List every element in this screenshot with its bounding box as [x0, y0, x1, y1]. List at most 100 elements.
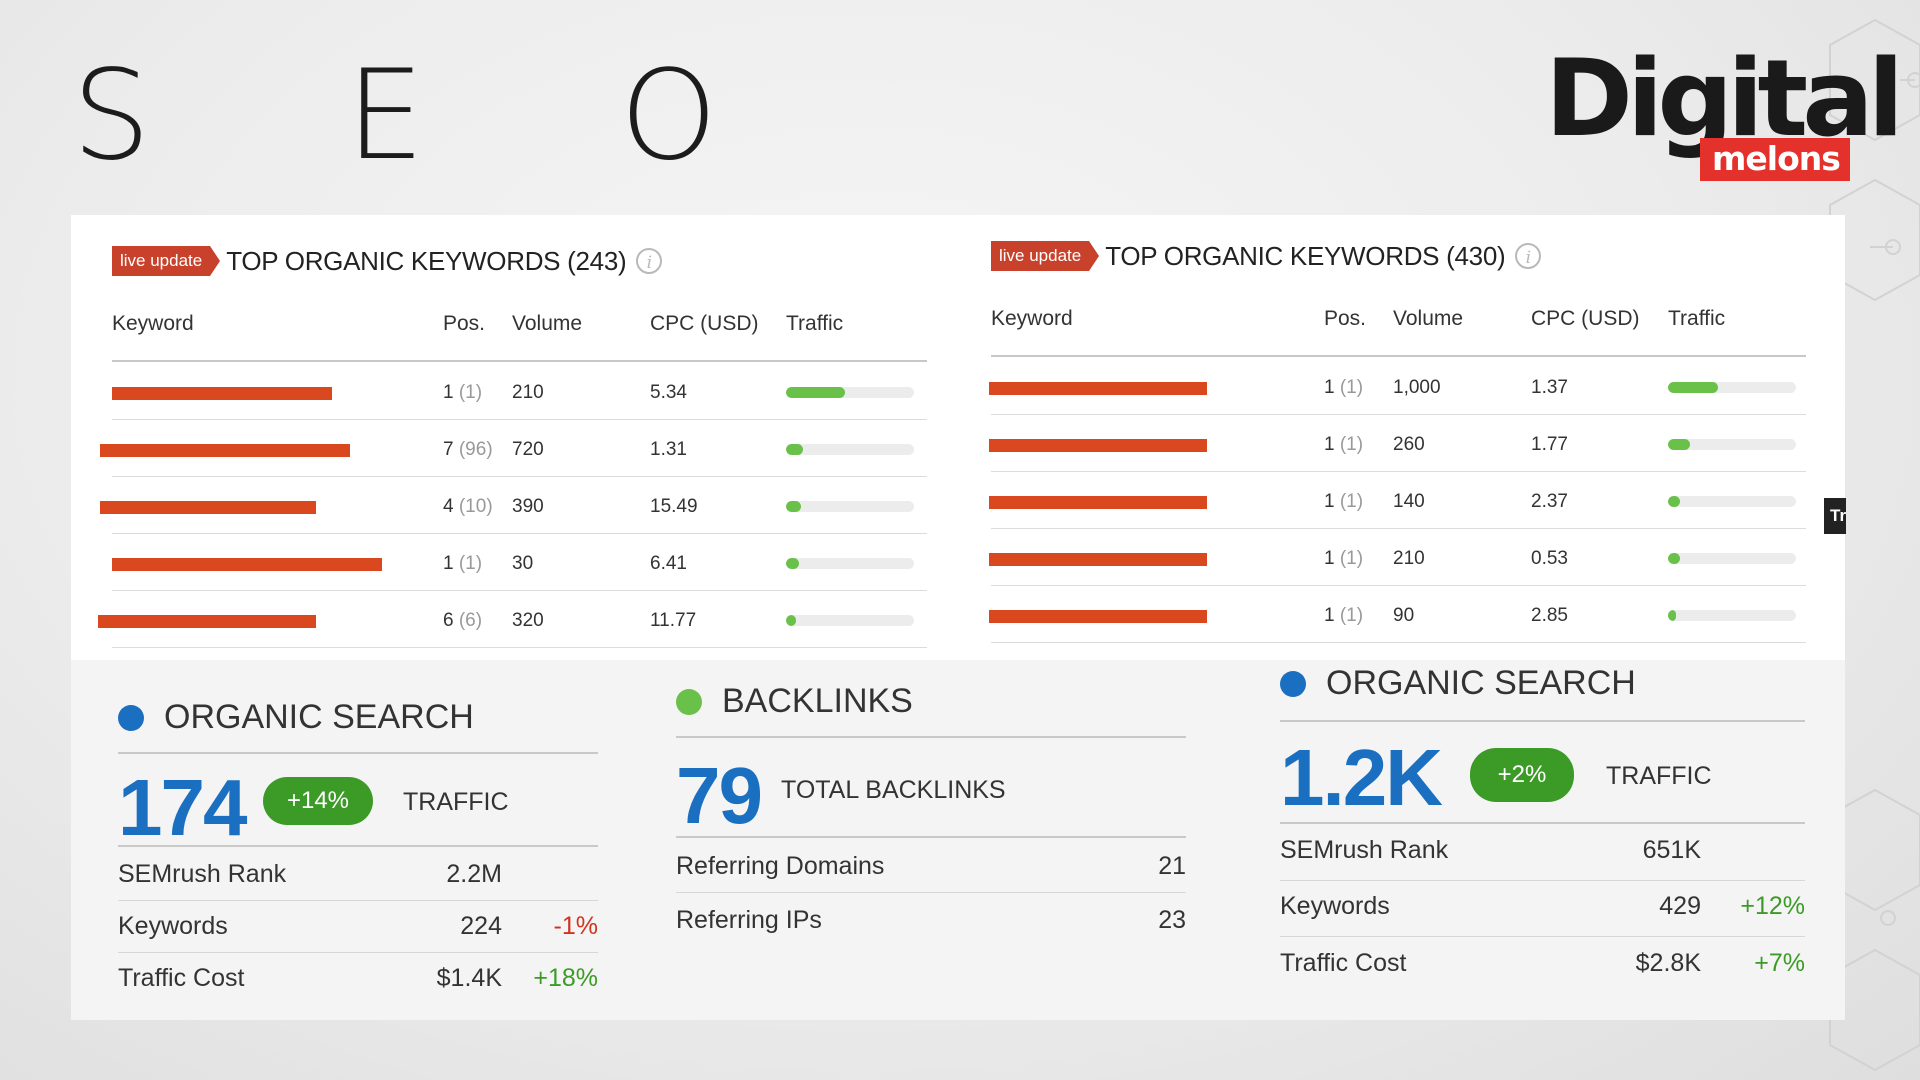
stat-label: Traffic Cost — [118, 964, 245, 992]
traffic-bar-fill — [786, 558, 799, 569]
volume-cell: 720 — [512, 439, 544, 460]
col-keyword[interactable]: Keyword — [991, 307, 1073, 330]
redaction-bar — [989, 610, 1207, 623]
keywords-table-left: live update TOP ORGANIC KEYWORDS (243) i… — [98, 244, 927, 648]
pos-cell: 4 (10) — [443, 496, 493, 517]
traffic-bar-fill — [786, 615, 797, 626]
info-icon[interactable]: i — [636, 248, 663, 274]
traffic-bar — [1668, 382, 1796, 393]
divider — [676, 836, 1186, 838]
stat-label: SEMrush Rank — [118, 860, 287, 888]
redaction-bar — [989, 553, 1207, 566]
traffic-bar — [786, 387, 914, 398]
traffic-label: TRAFFIC — [403, 788, 509, 816]
col-cpc[interactable]: CPC (USD) — [1531, 307, 1640, 330]
col-pos[interactable]: Pos. — [443, 312, 486, 335]
stat-label: SEMrush Rank — [1280, 836, 1449, 864]
stat-change: +7% — [1754, 949, 1805, 977]
cpc-cell: 2.37 — [1531, 491, 1568, 512]
table-row: 1 (1) 260 1.77 — [989, 414, 1806, 472]
stat-value: 429 — [1659, 892, 1701, 920]
redaction-bar — [100, 444, 350, 457]
traffic-value: 1.2K — [1280, 733, 1443, 822]
redaction-bar — [989, 439, 1207, 452]
cpc-cell: 0.53 — [1531, 548, 1568, 569]
volume-cell: 210 — [1393, 548, 1425, 569]
stat-value: 224 — [460, 912, 502, 940]
stat-value: 2.2M — [446, 860, 502, 888]
traffic-bar — [1668, 439, 1796, 450]
cpc-cell: 6.41 — [650, 553, 687, 574]
table-row: 1 (1) 1,000 1.37 — [989, 357, 1806, 415]
divider — [118, 952, 598, 953]
volume-cell: 1,000 — [1393, 377, 1441, 398]
header-divider — [991, 355, 1806, 357]
section-title: ORGANIC SEARCH — [1326, 664, 1636, 702]
col-keyword[interactable]: Keyword — [112, 312, 194, 335]
divider — [676, 736, 1186, 738]
col-cpc[interactable]: CPC (USD) — [650, 312, 759, 335]
redaction-bar — [100, 501, 316, 514]
stat-row: Referring IPs 23 — [676, 894, 1186, 946]
col-traffic[interactable]: Traffic — [786, 312, 844, 335]
organic-search-title: ORGANIC SEARCH — [118, 698, 474, 737]
header-divider — [112, 360, 927, 362]
traffic-value: 174 — [118, 763, 247, 852]
traffic-bar — [786, 558, 914, 569]
backlinks-value: 79 — [676, 751, 763, 840]
divider — [1280, 822, 1805, 824]
divider — [1280, 936, 1805, 937]
info-icon[interactable]: i — [1515, 243, 1542, 269]
table-header: Keyword Pos. Volume CPC (USD) Traffic — [112, 312, 927, 346]
col-volume[interactable]: Volume — [1393, 307, 1464, 330]
traffic-bar — [1668, 610, 1796, 621]
cpc-cell: 1.31 — [650, 439, 687, 460]
stat-label: Referring IPs — [676, 906, 822, 934]
logo-main-text: Digital — [1545, 37, 1904, 160]
stat-change: +18% — [533, 964, 598, 992]
stat-row: SEMrush Rank 651K — [1280, 824, 1805, 876]
cpc-cell: 11.77 — [650, 610, 697, 631]
traffic-bar-fill — [786, 387, 845, 398]
col-traffic[interactable]: Traffic — [1668, 307, 1726, 330]
volume-cell: 210 — [512, 382, 544, 403]
traffic-bar — [1668, 553, 1796, 564]
col-pos[interactable]: Pos. — [1324, 307, 1367, 330]
pos-cell: 7 (96) — [443, 439, 493, 460]
divider — [1280, 880, 1805, 881]
redaction-bar — [989, 496, 1207, 509]
blue-dot-icon — [118, 704, 144, 731]
table-row: 7 (96) 720 1.31 — [100, 419, 927, 477]
volume-cell: 320 — [512, 610, 544, 631]
stat-row: Keywords 224 -1% — [118, 900, 598, 952]
pos-cell: 1 (1) — [1324, 548, 1364, 569]
stat-change: -1% — [553, 912, 598, 940]
stat-value: 23 — [1158, 906, 1186, 934]
redaction-bar — [112, 387, 332, 400]
stat-row: Keywords 429 +12% — [1280, 880, 1805, 932]
volume-cell: 260 — [1393, 434, 1425, 455]
keywords-title: TOP ORGANIC KEYWORDS (430) — [1105, 240, 1506, 271]
pos-cell: 1 (1) — [443, 553, 483, 574]
stat-label: Referring Domains — [676, 852, 885, 880]
stat-row: SEMrush Rank 2.2M — [118, 848, 598, 900]
traffic-tooltip: Tr — [1824, 498, 1846, 534]
redaction-bar — [112, 558, 382, 571]
traffic-bar-fill — [1668, 382, 1718, 393]
traffic-bar-fill — [1668, 439, 1690, 450]
pos-cell: 1 (1) — [443, 382, 483, 403]
divider — [1280, 720, 1805, 722]
traffic-label: TRAFFIC — [1606, 762, 1712, 790]
keywords-table-right: live update TOP ORGANIC KEYWORDS (430) i… — [989, 239, 1806, 643]
table-row: 1 (1) 30 6.41 — [112, 533, 927, 591]
pos-cell: 1 (1) — [1324, 605, 1364, 626]
page-title: S E O — [72, 44, 796, 188]
pos-cell: 1 (1) — [1324, 377, 1364, 398]
traffic-bar-fill — [1668, 496, 1680, 507]
cpc-cell: 1.37 — [1531, 377, 1568, 398]
table-row: 1 (1) 210 5.34 — [112, 362, 927, 420]
col-volume[interactable]: Volume — [512, 312, 583, 335]
stat-row: Traffic Cost $1.4K +18% — [118, 952, 598, 1004]
volume-cell: 90 — [1393, 605, 1415, 626]
stat-label: Traffic Cost — [1280, 949, 1407, 977]
